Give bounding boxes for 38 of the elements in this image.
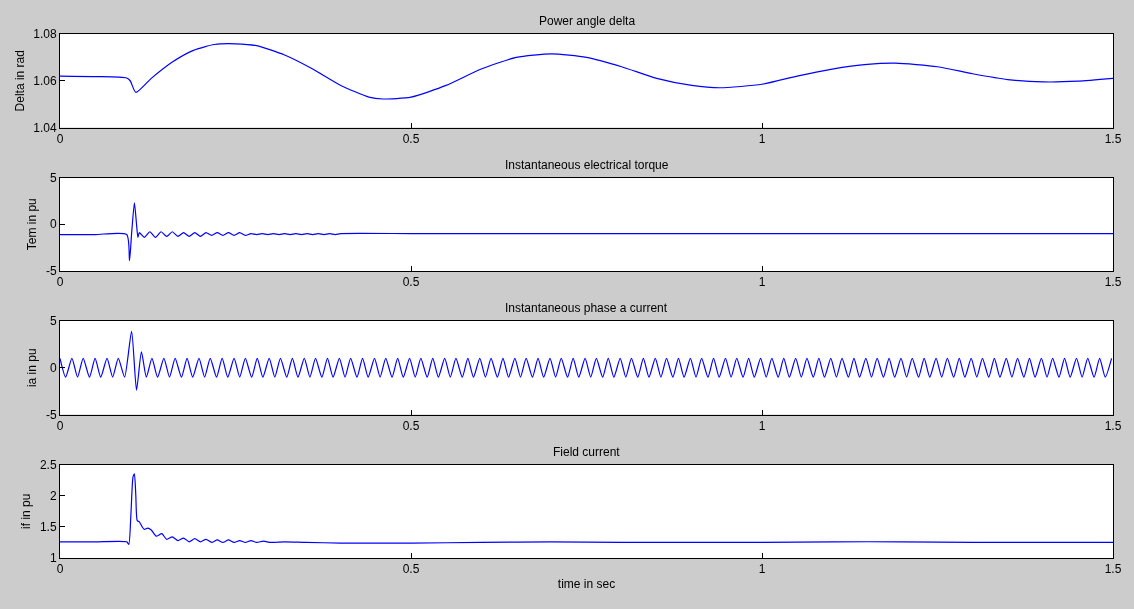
y-tick-label: 1 [49,551,57,566]
x-tick-label: 0.5 [402,418,420,433]
y-axis-title: Tem in pu [25,198,40,251]
chart-title: Instantaneous electrical torque [505,158,669,172]
line-series [60,473,1113,545]
y-axis-title: Delta in rad [12,50,27,112]
x-tick-label: 1 [758,418,766,433]
y-axis-title: ia in pu [25,348,40,388]
y-tick-label: 1.5 [39,520,57,535]
x-tick-label: 1 [758,562,766,577]
line-series [60,202,1113,262]
y-tick-label: -5 [45,264,57,279]
line-series [60,330,1113,391]
y-tick-label: 1.08 [33,27,57,42]
y-tick-label: 1.04 [33,120,57,135]
chart-title: Instantaneous phase a current [505,301,668,315]
y-tick-label: 1.06 [33,73,57,88]
y-tick-label: 5 [49,314,57,329]
x-tick-label: 1 [758,275,766,290]
x-tick-label: 0.5 [402,131,420,146]
x-tick-label: 0.5 [402,275,420,290]
y-tick-label: 2.5 [39,457,57,472]
line-series [60,43,1113,100]
y-tick-label: 0 [49,217,57,232]
x-tick-label: 0.5 [402,562,420,577]
y-axis-title: if in pu [19,493,34,529]
x-tick-label: 1.5 [1104,418,1122,433]
x-tick-label: 1 [758,131,766,146]
x-tick-label: 1.5 [1104,275,1122,290]
chart-title: Power angle delta [539,14,636,28]
x-tick-label: 1.5 [1104,562,1122,577]
y-tick-label: 5 [49,170,57,185]
chart-title: Field current [553,445,621,459]
x-tick-label: 1.5 [1104,131,1122,146]
y-tick-label: 0 [49,360,57,375]
x-axis-title: time in sec [557,577,616,592]
y-tick-label: 2 [49,488,57,503]
y-tick-label: -5 [45,407,57,422]
